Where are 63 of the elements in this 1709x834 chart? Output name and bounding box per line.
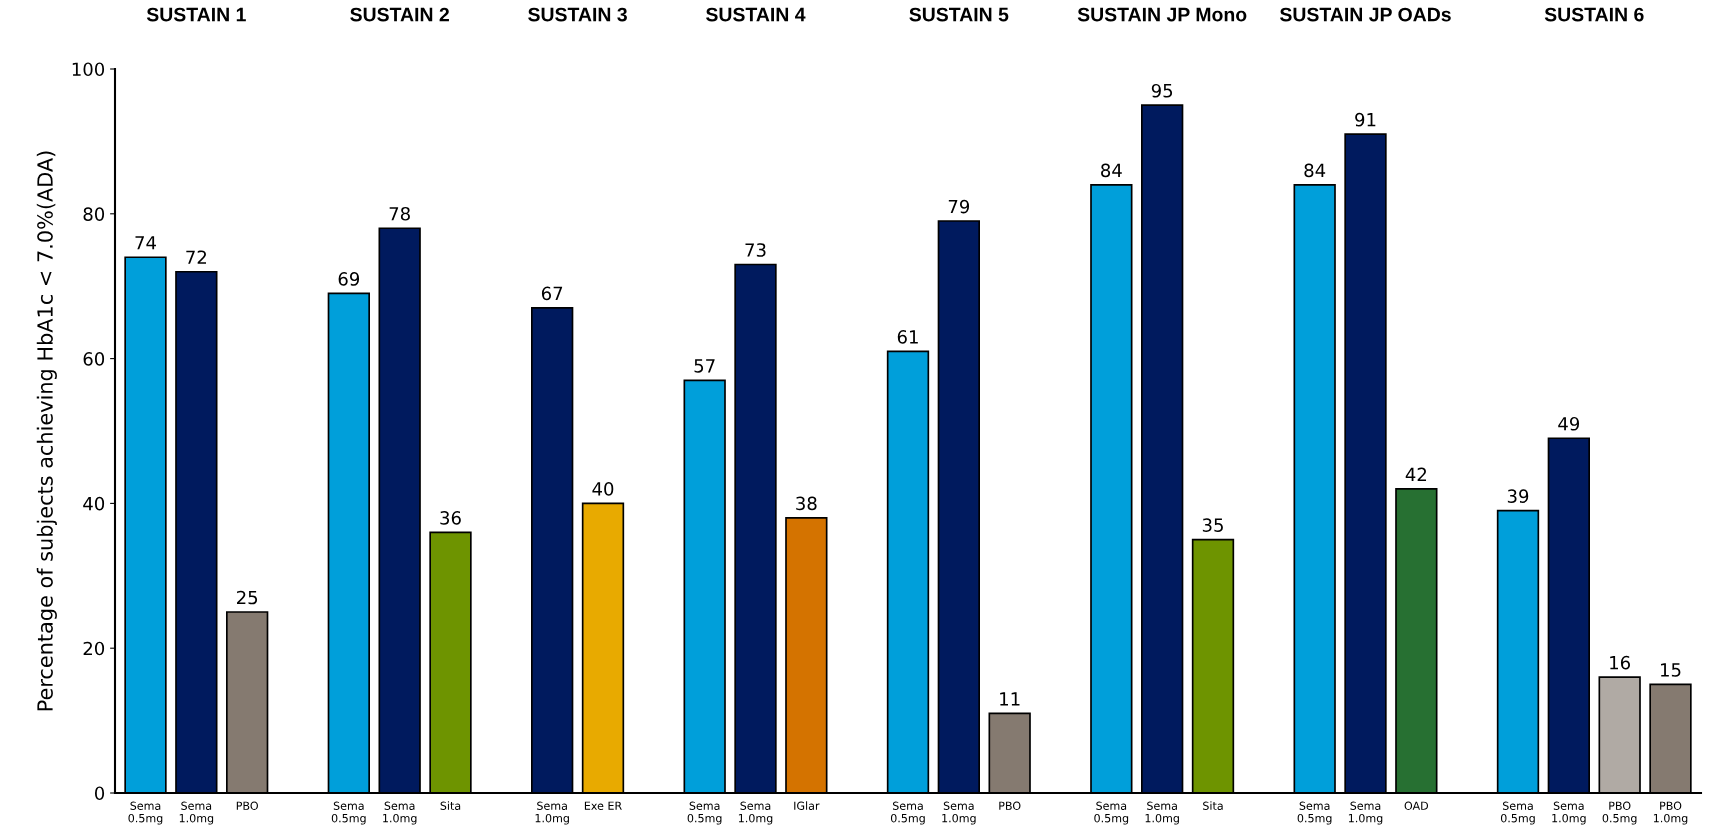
- x-tick-label: Exe ER: [584, 801, 622, 810]
- data-label: 11: [1000, 692, 1020, 706]
- data-label: 84: [1101, 163, 1122, 178]
- x-tick-label: Sema 0.5mg: [1297, 801, 1332, 825]
- x-tick-label: Sita: [440, 801, 461, 810]
- data-label: 39: [1507, 489, 1529, 503]
- x-tick-label: Sema 0.5mg: [128, 801, 163, 825]
- data-label: 78: [389, 206, 410, 221]
- data-label: 57: [694, 359, 715, 373]
- data-label: 38: [796, 496, 817, 511]
- x-tick-label: Sema 0.5mg: [890, 801, 925, 825]
- x-tick-label: Sema 1.0mg: [179, 801, 214, 825]
- data-label: 91: [1355, 112, 1376, 127]
- x-tick-label: Sema 1.0mg: [1145, 801, 1179, 825]
- data-label: 40: [592, 482, 614, 496]
- x-tick-label: Sema 0.5mg: [331, 801, 366, 825]
- text: SUSTAIN 6: [1544, 7, 1644, 22]
- x-tick-label: Sema 1.0mg: [942, 801, 976, 825]
- text: SUSTAIN 5: [909, 7, 1009, 22]
- data-label: 61: [897, 330, 918, 344]
- x-tick-label: Sema 1.0mg: [1552, 801, 1586, 825]
- x-tick-label: OAD: [1404, 801, 1429, 810]
- text: SUSTAIN JP Mono: [1077, 7, 1247, 22]
- data-label: 35: [1202, 518, 1223, 532]
- x-tick-label: Sema 0.5mg: [1500, 801, 1535, 825]
- data-label: 49: [1558, 416, 1580, 431]
- data-label: 69: [338, 272, 360, 286]
- x-tick-label: PBO 0.5mg: [1602, 801, 1637, 825]
- x-tick-label: Sema 0.5mg: [1094, 801, 1129, 825]
- data-label: 72: [186, 250, 207, 264]
- x-tick-label: PBO: [236, 801, 258, 810]
- y-axis-title: Percentage of subjects achieving HbA1c < 7.0%(ADA): [36, 151, 57, 711]
- x-tick-label: PBO: [999, 801, 1021, 810]
- data-label: 73: [745, 243, 766, 257]
- data-label: 42: [1405, 467, 1427, 481]
- y-tick-label: 0: [94, 786, 105, 801]
- data-label: 84: [1304, 163, 1326, 178]
- x-tick-label: Sema 1.0mg: [738, 801, 773, 825]
- x-tick-label: Sema 1.0mg: [1348, 801, 1383, 825]
- data-label: 15: [1661, 663, 1681, 677]
- y-tick-label: 40: [83, 496, 105, 511]
- y-tick-label: 20: [83, 641, 105, 656]
- y-tick-label: 60: [83, 352, 105, 366]
- data-label: 16: [1610, 655, 1631, 670]
- x-tick-label: IGlar: [794, 801, 820, 810]
- text: SUSTAIN 2: [350, 7, 449, 22]
- data-label: 95: [1151, 83, 1173, 98]
- x-tick-label: Sema 1.0mg: [383, 801, 417, 825]
- data-label: 74: [135, 236, 156, 250]
- x-tick-label: PBO 1.0mg: [1653, 801, 1688, 825]
- x-tick-label: Sema 1.0mg: [535, 801, 569, 825]
- data-label: 25: [237, 590, 258, 605]
- y-tick-label: 100: [72, 62, 105, 77]
- text: SUSTAIN 4: [706, 7, 806, 22]
- text: SUSTAIN JP OADs: [1279, 7, 1451, 22]
- text: SUSTAIN 1: [146, 7, 246, 22]
- y-tick-label: 80: [83, 207, 105, 221]
- data-label: 79: [948, 199, 970, 214]
- x-tick-label: Sema 0.5mg: [687, 801, 722, 825]
- text: SUSTAIN 3: [528, 7, 627, 22]
- data-label: 36: [440, 511, 461, 525]
- data-label: 67: [541, 286, 563, 301]
- x-tick-label: Sita: [1203, 801, 1223, 810]
